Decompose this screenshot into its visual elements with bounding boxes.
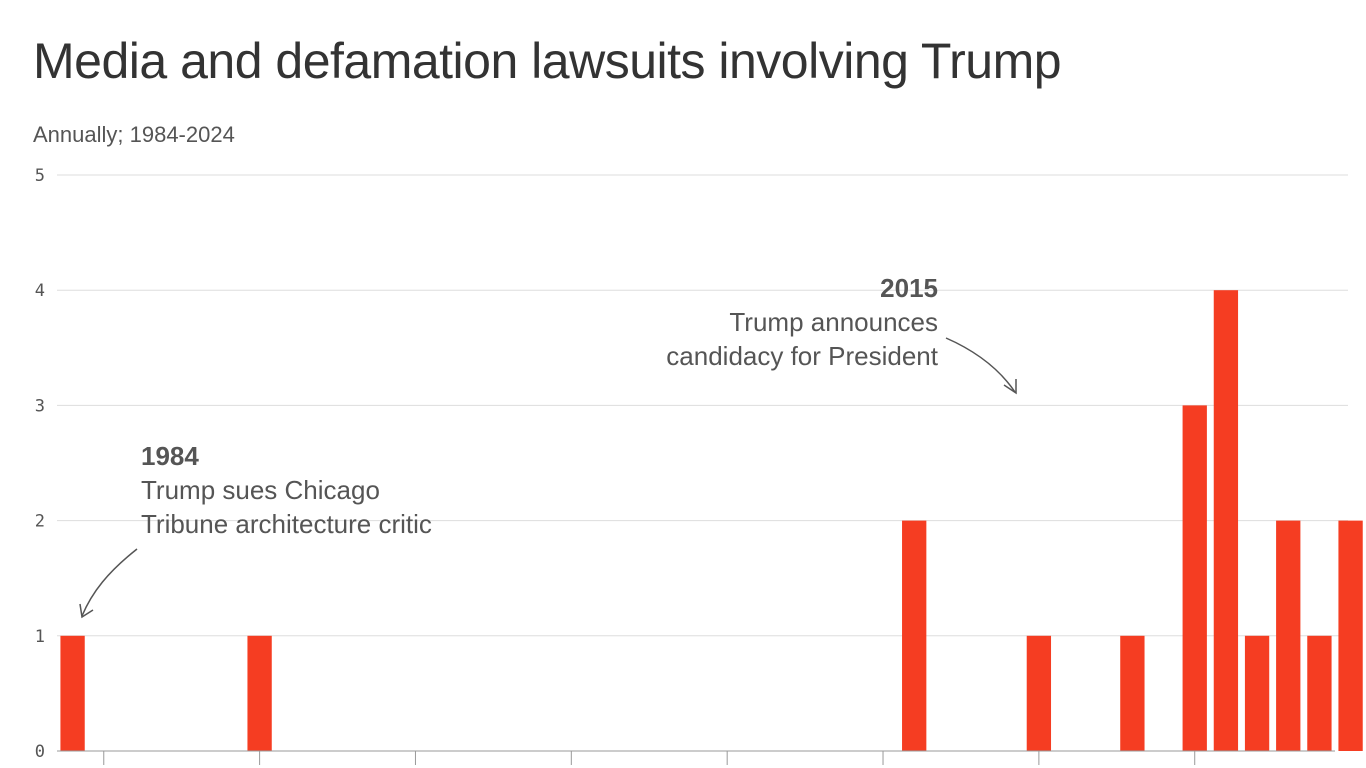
x-axis	[57, 750, 1335, 765]
bar-2023	[1276, 520, 1301, 751]
annotation-1984-arrowhead	[79, 603, 94, 619]
bar-2022	[1244, 635, 1270, 751]
annotation-2015-arrowhead	[1003, 379, 1017, 395]
annotation-2015-year: 2015	[880, 273, 938, 303]
annotation-2015-arrow	[945, 337, 1016, 393]
bar-1984	[60, 635, 85, 751]
annotation-2015: 2015 Trump announces candidacy for Presi…	[666, 273, 1017, 395]
y-tick-label-4: 4	[35, 281, 45, 301]
bar-2015	[1026, 635, 1052, 751]
gridlines	[57, 174, 1348, 637]
bar-2011	[902, 520, 927, 751]
annotation-1984: 1984 Trump sues Chicago Tribune architec…	[79, 441, 432, 619]
bars	[60, 290, 1363, 751]
annotation-1984-arrow	[81, 548, 138, 617]
annotation-1984-line-1: Trump sues Chicago	[141, 475, 380, 505]
bar-2018	[1120, 635, 1145, 751]
bar-2024	[1307, 635, 1332, 751]
y-tick-labels: 0 1 2 3 4 5	[35, 166, 45, 762]
y-tick-label-0: 0	[35, 742, 45, 762]
chart-title: Media and defamation lawsuits involving …	[33, 33, 1062, 89]
annotation-1984-line-2: Tribune architecture critic	[141, 509, 432, 539]
y-tick-label-5: 5	[35, 166, 45, 186]
y-tick-label-2: 2	[35, 512, 45, 532]
annotation-2015-line-1: Trump announces	[729, 307, 938, 337]
bar-2021	[1213, 290, 1239, 751]
annotation-1984-year: 1984	[141, 441, 199, 471]
y-tick-label-3: 3	[35, 396, 45, 416]
bar-2020	[1182, 405, 1207, 751]
chart-subtitle: Annually; 1984-2024	[33, 122, 235, 147]
bar-undefined	[1338, 520, 1363, 751]
annotation-2015-line-2: candidacy for President	[666, 341, 938, 371]
bar-1990	[247, 635, 272, 751]
y-tick-label-1: 1	[35, 627, 45, 647]
